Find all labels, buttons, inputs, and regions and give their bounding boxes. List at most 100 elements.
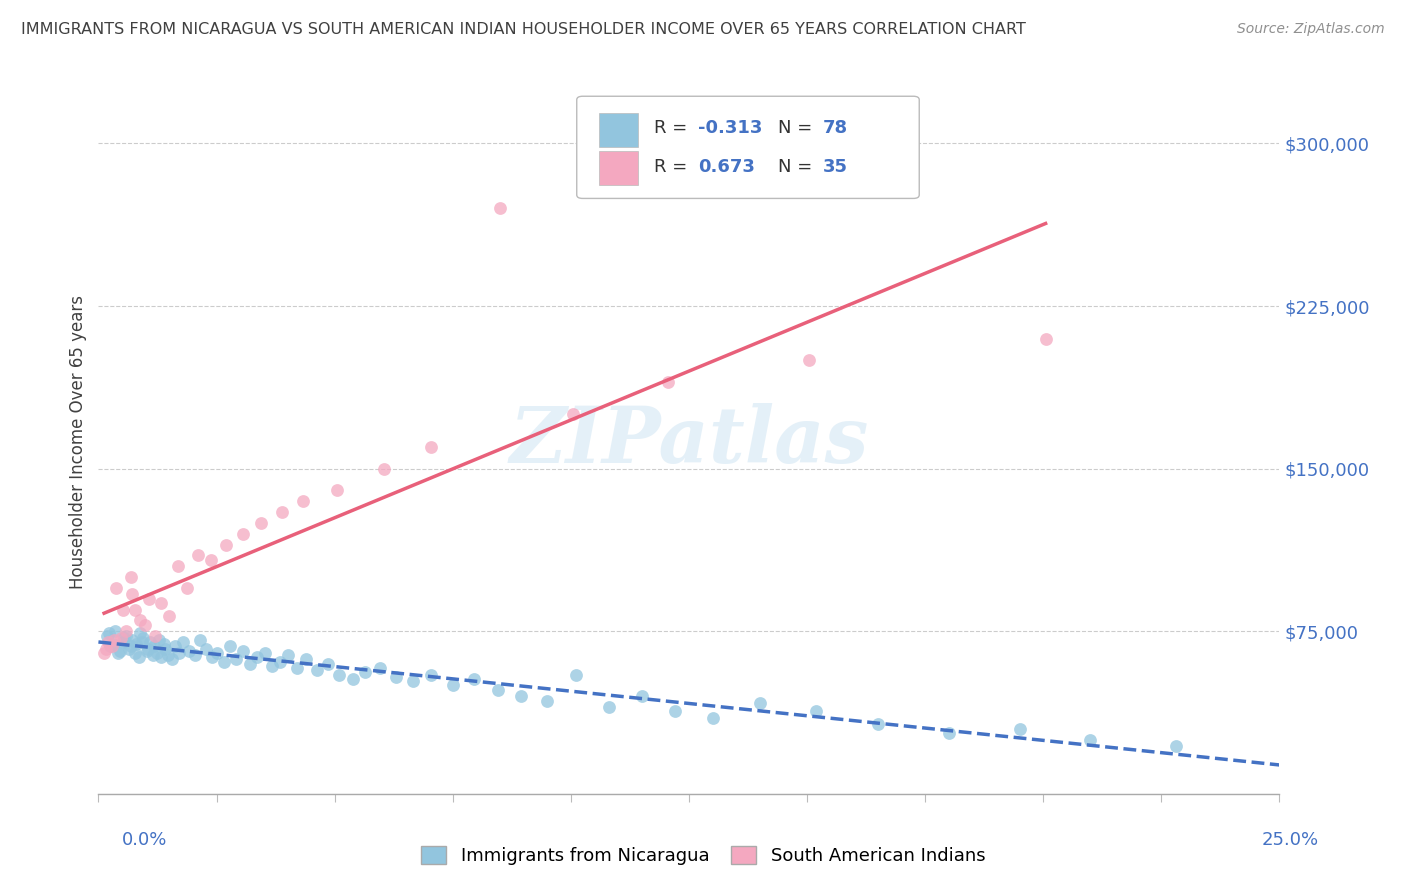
- Point: [253, 646, 276, 660]
- Point: [1080, 732, 1102, 747]
- Point: [172, 635, 194, 649]
- Point: [176, 581, 198, 595]
- Point: [799, 353, 821, 368]
- Point: [373, 461, 395, 475]
- Point: [157, 609, 180, 624]
- Point: [231, 644, 253, 658]
- Point: [212, 655, 235, 669]
- Point: [129, 614, 152, 628]
- Point: [118, 641, 141, 656]
- Point: [328, 667, 350, 681]
- Point: [138, 591, 160, 606]
- Point: [121, 587, 143, 601]
- Point: [124, 602, 146, 616]
- Point: [134, 617, 156, 632]
- Point: [510, 690, 533, 704]
- Point: [463, 672, 485, 686]
- Point: [187, 549, 209, 563]
- Point: [246, 650, 269, 665]
- Point: [149, 596, 172, 610]
- Text: R =: R =: [654, 158, 693, 176]
- Point: [120, 640, 142, 654]
- Point: [152, 637, 174, 651]
- Point: [866, 717, 889, 731]
- Point: [121, 632, 143, 647]
- Point: [128, 650, 150, 665]
- Point: [107, 646, 129, 660]
- Point: [157, 648, 180, 662]
- Point: [166, 559, 188, 574]
- Point: [143, 629, 166, 643]
- Point: [167, 646, 190, 660]
- Point: [806, 705, 828, 719]
- Point: [291, 494, 314, 508]
- Text: Source: ZipAtlas.com: Source: ZipAtlas.com: [1237, 22, 1385, 37]
- Point: [295, 652, 318, 666]
- Text: 78: 78: [823, 119, 848, 137]
- FancyBboxPatch shape: [576, 96, 920, 198]
- Point: [342, 672, 364, 686]
- Point: [124, 646, 146, 660]
- Point: [100, 640, 122, 654]
- Point: [125, 637, 148, 651]
- Point: [160, 652, 183, 666]
- Point: [385, 670, 408, 684]
- Point: [354, 665, 377, 680]
- Point: [664, 705, 686, 719]
- Point: [420, 667, 443, 681]
- Point: [153, 641, 176, 656]
- Point: [98, 640, 121, 654]
- Point: [111, 602, 134, 616]
- Point: [420, 440, 443, 454]
- Point: [201, 650, 224, 665]
- Point: [120, 570, 142, 584]
- Point: [598, 700, 620, 714]
- Point: [188, 632, 211, 647]
- Point: [1008, 722, 1031, 736]
- Text: N =: N =: [778, 119, 817, 137]
- Point: [97, 635, 120, 649]
- Point: [207, 646, 229, 660]
- Point: [101, 637, 124, 651]
- Point: [135, 644, 157, 658]
- Point: [114, 629, 136, 643]
- Point: [218, 640, 240, 654]
- Point: [489, 202, 512, 216]
- Point: [630, 690, 652, 704]
- Legend: Immigrants from Nicaragua, South American Indians: Immigrants from Nicaragua, South America…: [413, 839, 993, 872]
- Text: 25.0%: 25.0%: [1261, 831, 1319, 849]
- Point: [195, 641, 218, 656]
- Point: [179, 644, 201, 658]
- Point: [105, 581, 128, 595]
- Point: [748, 696, 770, 710]
- Point: [536, 693, 558, 707]
- Point: [163, 640, 186, 654]
- Point: [108, 644, 131, 658]
- Text: IMMIGRANTS FROM NICARAGUA VS SOUTH AMERICAN INDIAN HOUSEHOLDER INCOME OVER 65 YE: IMMIGRANTS FROM NICARAGUA VS SOUTH AMERI…: [21, 22, 1026, 37]
- Point: [938, 726, 960, 740]
- Point: [148, 632, 170, 647]
- Point: [486, 682, 509, 697]
- Text: ZIPatlas: ZIPatlas: [509, 403, 869, 480]
- Point: [215, 537, 238, 551]
- Point: [146, 646, 169, 660]
- FancyBboxPatch shape: [599, 112, 638, 146]
- Point: [129, 626, 152, 640]
- Point: [562, 408, 585, 422]
- Point: [270, 505, 292, 519]
- Text: 0.673: 0.673: [699, 158, 755, 176]
- Point: [316, 657, 339, 671]
- Point: [401, 674, 423, 689]
- Point: [112, 631, 135, 645]
- Point: [231, 526, 253, 541]
- Point: [305, 663, 328, 677]
- Point: [657, 375, 679, 389]
- Point: [184, 648, 207, 662]
- Point: [441, 678, 464, 692]
- Point: [136, 641, 159, 656]
- Point: [285, 661, 308, 675]
- Point: [277, 648, 299, 662]
- FancyBboxPatch shape: [599, 152, 638, 186]
- Point: [702, 711, 724, 725]
- Point: [239, 657, 262, 671]
